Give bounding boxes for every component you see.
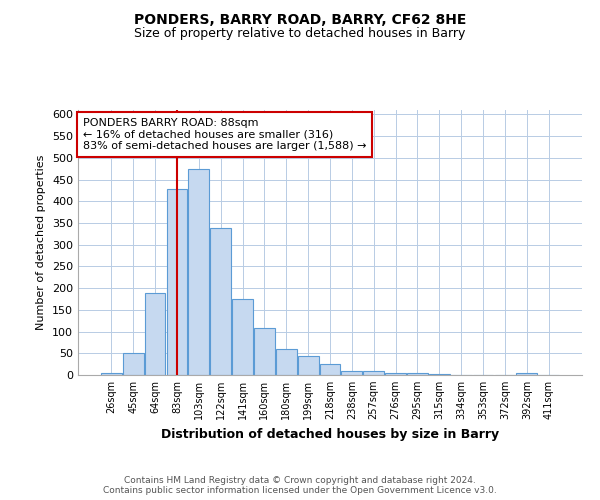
Bar <box>429 374 450 375</box>
X-axis label: Distribution of detached houses by size in Barry: Distribution of detached houses by size … <box>161 428 499 440</box>
Bar <box>188 169 209 375</box>
Text: Size of property relative to detached houses in Barry: Size of property relative to detached ho… <box>134 28 466 40</box>
Bar <box>254 328 275 375</box>
Bar <box>407 373 428 375</box>
Bar <box>145 294 166 375</box>
Bar <box>298 356 319 375</box>
Bar <box>385 373 406 375</box>
Bar <box>364 370 384 375</box>
Bar <box>320 364 340 375</box>
Bar <box>210 228 231 375</box>
Bar <box>123 354 143 375</box>
Bar <box>341 370 362 375</box>
Text: Contains HM Land Registry data © Crown copyright and database right 2024.
Contai: Contains HM Land Registry data © Crown c… <box>103 476 497 495</box>
Bar <box>517 373 537 375</box>
Bar <box>101 373 122 375</box>
Text: PONDERS BARRY ROAD: 88sqm
← 16% of detached houses are smaller (316)
83% of semi: PONDERS BARRY ROAD: 88sqm ← 16% of detac… <box>83 118 367 151</box>
Bar <box>276 349 296 375</box>
Bar <box>232 299 253 375</box>
Y-axis label: Number of detached properties: Number of detached properties <box>37 155 46 330</box>
Text: PONDERS, BARRY ROAD, BARRY, CF62 8HE: PONDERS, BARRY ROAD, BARRY, CF62 8HE <box>134 12 466 26</box>
Bar <box>167 189 187 375</box>
